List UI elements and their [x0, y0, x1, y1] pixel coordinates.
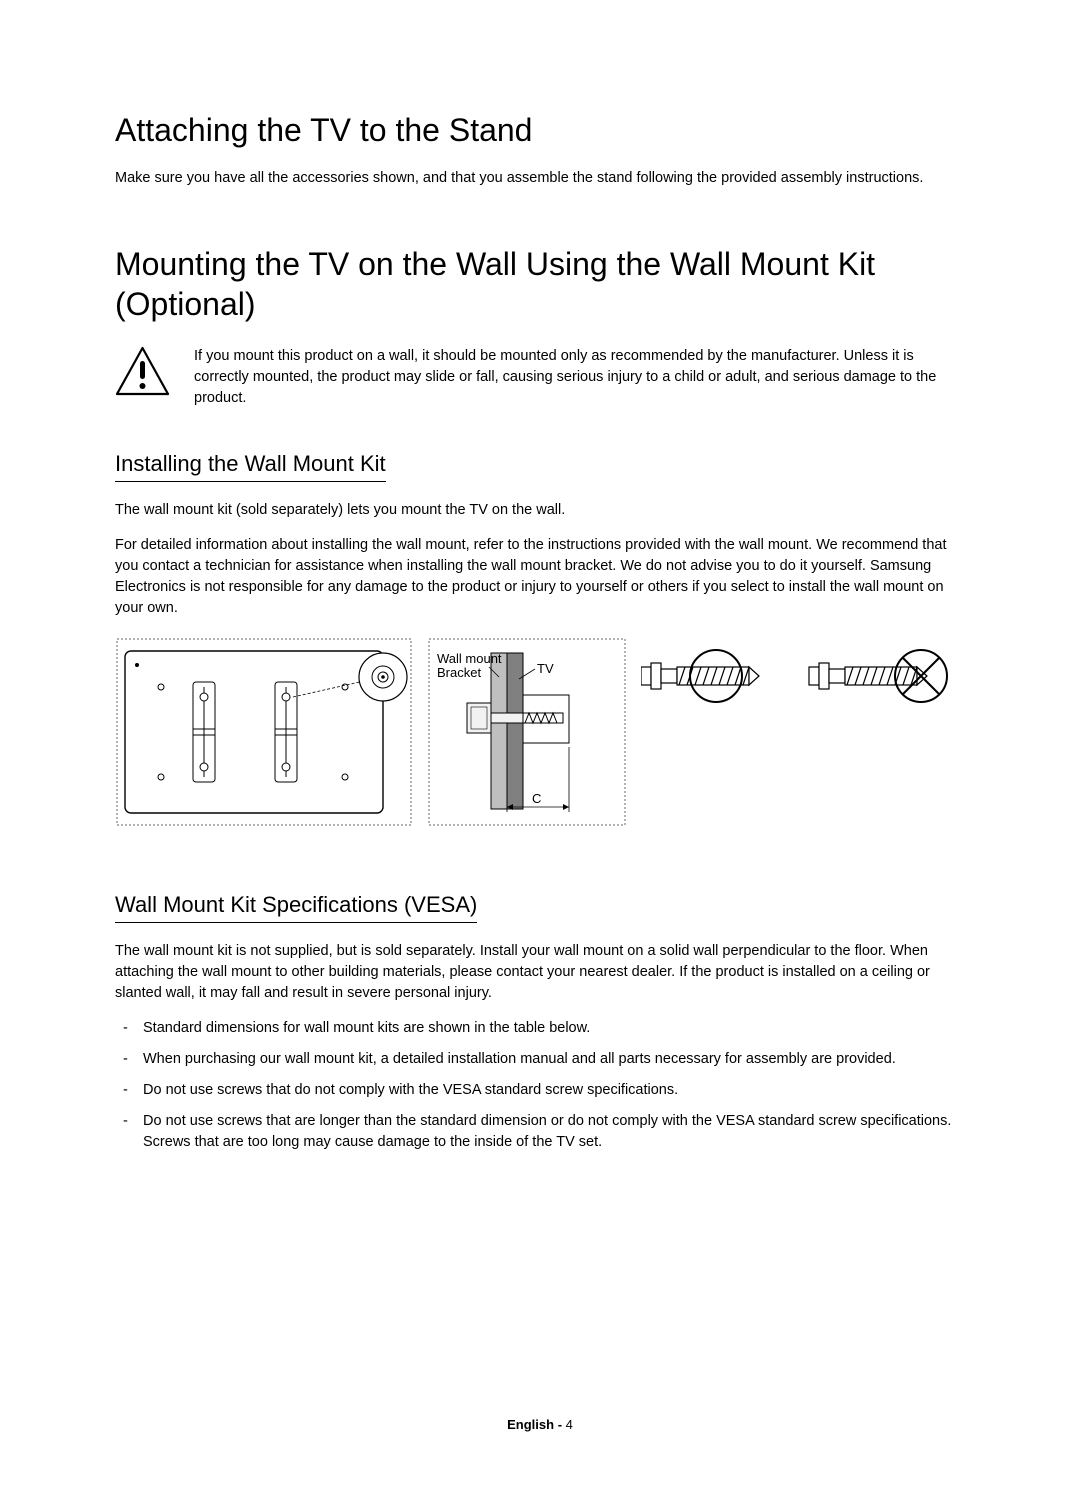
figure-screws: [641, 637, 961, 715]
heading-wall-mount: Mounting the TV on the Wall Using the Wa…: [115, 244, 965, 324]
install-p1: The wall mount kit (sold separately) let…: [115, 500, 965, 521]
spec-bullet: Do not use screws that do not comply wit…: [123, 1080, 965, 1101]
intro-attach-stand: Make sure you have all the accessories s…: [115, 168, 965, 189]
warning-icon: [115, 346, 170, 401]
manual-page: Attaching the TV to the Stand Make sure …: [0, 0, 1080, 1494]
install-p2: For detailed information about installin…: [115, 535, 965, 619]
footer-sep: -: [554, 1417, 566, 1432]
label-bracket-2: Bracket: [437, 665, 481, 680]
figure-tv-back: [115, 637, 413, 832]
heading-attach-stand: Attaching the TV to the Stand: [115, 110, 965, 150]
footer-language: English: [507, 1417, 554, 1432]
label-bracket: Wall mount: [437, 651, 502, 666]
spec-bullets: Standard dimensions for wall mount kits …: [115, 1018, 965, 1153]
spec-bullet: Standard dimensions for wall mount kits …: [123, 1018, 965, 1039]
subheading-spec: Wall Mount Kit Specifications (VESA): [115, 892, 477, 923]
figure-row: Wall mount Bracket TV C: [115, 637, 965, 832]
subheading-install: Installing the Wall Mount Kit: [115, 451, 386, 482]
spec-bullet: Do not use screws that are longer than t…: [123, 1111, 965, 1153]
label-dimension-c: C: [532, 791, 541, 806]
warning-text: If you mount this product on a wall, it …: [194, 346, 965, 409]
spec-bullet: When purchasing our wall mount kit, a de…: [123, 1049, 965, 1070]
warning-block: If you mount this product on a wall, it …: [115, 346, 965, 409]
label-tv: TV: [537, 661, 554, 676]
page-footer: English - 4: [0, 1417, 1080, 1432]
figure-cross-section: Wall mount Bracket TV C: [427, 637, 627, 832]
spec-p1: The wall mount kit is not supplied, but …: [115, 941, 965, 1004]
footer-page-number: 4: [566, 1417, 573, 1432]
